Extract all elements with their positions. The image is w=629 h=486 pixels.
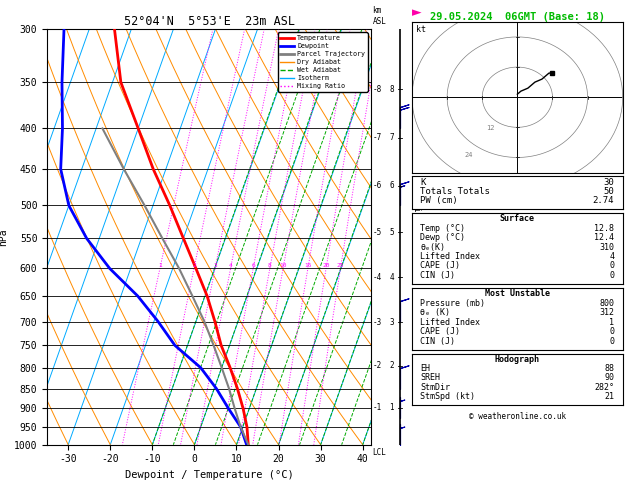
Text: Temp (°C): Temp (°C) xyxy=(420,224,465,233)
Text: -8: -8 xyxy=(372,85,382,94)
Text: 1: 1 xyxy=(389,403,394,412)
Text: 3: 3 xyxy=(213,263,217,268)
Text: 0: 0 xyxy=(610,261,615,271)
Text: Most Unstable: Most Unstable xyxy=(485,289,550,298)
Text: 24: 24 xyxy=(465,153,473,158)
Text: -3: -3 xyxy=(372,317,382,327)
Text: -1: -1 xyxy=(372,403,382,412)
Text: K: K xyxy=(420,177,426,187)
Text: -6: -6 xyxy=(372,181,382,190)
Y-axis label: hPa: hPa xyxy=(0,228,8,246)
Text: 21: 21 xyxy=(604,392,615,401)
Text: 3: 3 xyxy=(389,317,394,327)
Text: 1: 1 xyxy=(610,318,615,327)
Text: LCL: LCL xyxy=(372,448,386,457)
Text: 30: 30 xyxy=(604,177,615,187)
Text: 50: 50 xyxy=(604,187,615,196)
Text: -7: -7 xyxy=(372,133,382,142)
Text: 7: 7 xyxy=(389,133,394,142)
Text: Mixing Ratio (g/kg): Mixing Ratio (g/kg) xyxy=(413,193,421,281)
Text: © weatheronline.co.uk: © weatheronline.co.uk xyxy=(469,412,566,421)
Text: -4: -4 xyxy=(372,273,382,282)
Text: 6: 6 xyxy=(389,181,394,190)
Text: 8: 8 xyxy=(389,85,394,94)
Text: θₑ(K): θₑ(K) xyxy=(420,243,445,252)
Text: 2: 2 xyxy=(192,263,196,268)
Text: 4: 4 xyxy=(229,263,233,268)
Text: StmSpd (kt): StmSpd (kt) xyxy=(420,392,476,401)
Text: 20: 20 xyxy=(322,263,330,268)
Text: 12: 12 xyxy=(486,125,494,131)
Text: 312: 312 xyxy=(599,308,615,317)
Text: 10: 10 xyxy=(279,263,287,268)
Text: 90: 90 xyxy=(604,373,615,382)
Text: 88: 88 xyxy=(604,364,615,373)
Text: 310: 310 xyxy=(599,243,615,252)
Text: Lifted Index: Lifted Index xyxy=(420,318,481,327)
Text: 29.05.2024  06GMT (Base: 18): 29.05.2024 06GMT (Base: 18) xyxy=(430,12,605,22)
Text: km
ASL: km ASL xyxy=(372,6,386,26)
Text: 1: 1 xyxy=(158,263,162,268)
Legend: Temperature, Dewpoint, Parcel Trajectory, Dry Adiabat, Wet Adiabat, Isotherm, Mi: Temperature, Dewpoint, Parcel Trajectory… xyxy=(278,33,368,92)
Text: CAPE (J): CAPE (J) xyxy=(420,261,460,271)
Text: 6: 6 xyxy=(252,263,255,268)
Text: -5: -5 xyxy=(372,227,382,237)
Text: Hodograph: Hodograph xyxy=(495,355,540,364)
Text: 2.74: 2.74 xyxy=(593,196,615,206)
Text: PW (cm): PW (cm) xyxy=(420,196,458,206)
Text: Dewp (°C): Dewp (°C) xyxy=(420,233,465,243)
Text: 0: 0 xyxy=(610,271,615,280)
Title: 52°04'N  5°53'E  23m ASL: 52°04'N 5°53'E 23m ASL xyxy=(124,15,294,28)
Text: Pressure (mb): Pressure (mb) xyxy=(420,298,486,308)
Text: CIN (J): CIN (J) xyxy=(420,337,455,346)
Text: 4: 4 xyxy=(610,252,615,261)
Text: Totals Totals: Totals Totals xyxy=(420,187,490,196)
Text: EH: EH xyxy=(420,364,430,373)
Text: StmDir: StmDir xyxy=(420,382,450,392)
Text: 25: 25 xyxy=(337,263,344,268)
Text: -2: -2 xyxy=(372,361,382,370)
Text: kt: kt xyxy=(416,25,426,34)
Text: 15: 15 xyxy=(304,263,311,268)
Text: 0: 0 xyxy=(610,327,615,336)
Text: Surface: Surface xyxy=(500,214,535,224)
Text: 5: 5 xyxy=(389,227,394,237)
Text: 4: 4 xyxy=(389,273,394,282)
Text: SREH: SREH xyxy=(420,373,440,382)
Text: CIN (J): CIN (J) xyxy=(420,271,455,280)
Text: 282°: 282° xyxy=(594,382,615,392)
Text: 12.8: 12.8 xyxy=(594,224,615,233)
Text: Lifted Index: Lifted Index xyxy=(420,252,481,261)
Text: 0: 0 xyxy=(610,337,615,346)
Text: θₑ (K): θₑ (K) xyxy=(420,308,450,317)
Text: 2: 2 xyxy=(389,361,394,370)
Text: 800: 800 xyxy=(599,298,615,308)
Text: CAPE (J): CAPE (J) xyxy=(420,327,460,336)
X-axis label: Dewpoint / Temperature (°C): Dewpoint / Temperature (°C) xyxy=(125,470,294,480)
Text: 8: 8 xyxy=(268,263,272,268)
Text: ►: ► xyxy=(412,6,421,19)
Text: 12.4: 12.4 xyxy=(594,233,615,243)
